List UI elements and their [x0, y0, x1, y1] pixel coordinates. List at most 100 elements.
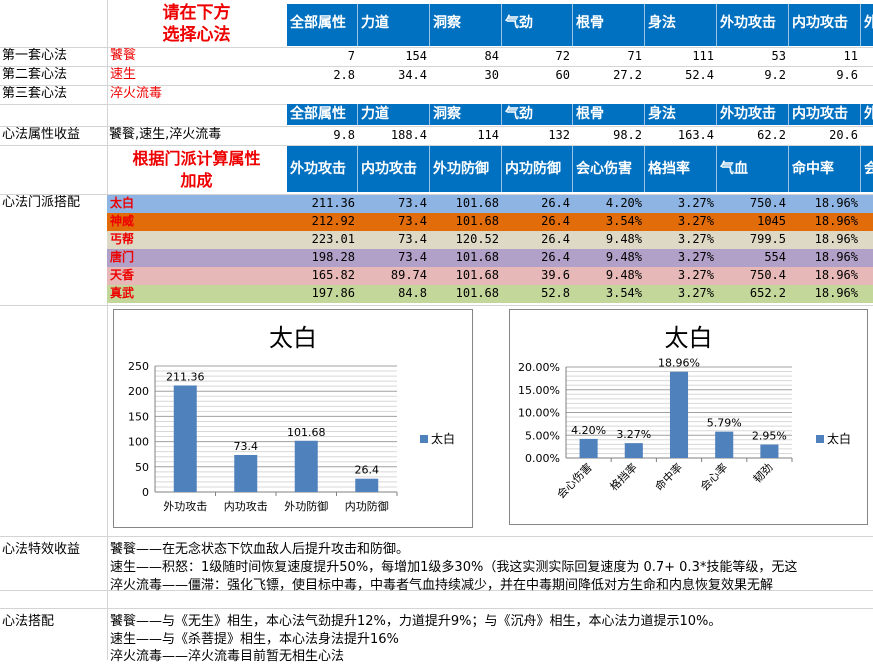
column-header: 内功攻击	[789, 4, 861, 46]
sect-value: 84.8	[398, 286, 427, 300]
set-label: 第一套心法	[2, 48, 68, 63]
data-label: 5.79%	[707, 417, 742, 430]
x-tick-label: 外功攻击	[163, 499, 207, 513]
set-value: 9.2	[764, 68, 786, 82]
sect-value: 18.96%	[814, 214, 858, 228]
sect-value: 52.8	[541, 286, 570, 300]
data-label: 26.4	[355, 464, 380, 477]
pairing-line-3: 淬火流毒——淬火流毒目前暂无相生心法	[110, 649, 345, 664]
x-tick-label: 内功防御	[345, 499, 389, 513]
legend-swatch-icon	[420, 435, 428, 443]
set-value: 84	[484, 49, 499, 63]
sect-value: 750.4	[749, 196, 786, 210]
sect-value: 101.68	[455, 214, 499, 228]
calc-column-header: 格挡率	[645, 146, 717, 192]
column-header: 全部属性	[287, 4, 358, 46]
sect-value: 18.96%	[814, 286, 858, 300]
set-label: 第三套心法	[2, 86, 68, 101]
set-value: 27.2	[613, 68, 642, 82]
sect-name: 神威	[110, 214, 135, 228]
sect-value: 1045	[757, 214, 786, 228]
sect-value: 9.48%	[605, 232, 642, 246]
legend-swatch-icon	[816, 435, 824, 443]
set-name-select[interactable]: 速生	[110, 67, 137, 82]
sect-value: 18.96%	[814, 250, 858, 264]
x-tick-label: 会心伤害	[554, 460, 595, 501]
column-header: 根骨	[573, 4, 645, 46]
set-name-select[interactable]: 饕餮	[110, 48, 137, 63]
sect-value: 165.82	[311, 268, 355, 282]
column-header: 洞察	[430, 104, 502, 125]
total-value: 188.4	[390, 128, 427, 142]
sect-value: 211.36	[311, 196, 355, 210]
sect-value: 4.20%	[605, 196, 642, 210]
sect-value: 3.27%	[677, 250, 714, 264]
column-header: 外	[861, 4, 873, 46]
sect-value: 39.6	[541, 268, 570, 282]
sect-row	[107, 267, 873, 285]
column-header: 洞察	[430, 4, 502, 46]
column-header: 力道	[358, 4, 430, 46]
total-value: 98.2	[613, 128, 642, 142]
sect-value: 26.4	[541, 232, 570, 246]
sect-value: 18.96%	[814, 232, 858, 246]
chart-rates[interactable]: 太白 0.00% 5.00% 10.00% 15.00% 20.00% 4.20% 会心伤害…	[509, 309, 868, 525]
sect-value: 3.54%	[605, 214, 642, 228]
x-tick-label: 格挡率	[607, 460, 640, 493]
chart2-legend-label: 太白	[827, 432, 852, 446]
sect-name: 丐帮	[110, 232, 135, 246]
calc-title-line-1: 根据门派计算属性	[132, 149, 261, 168]
set-value: 11	[843, 49, 858, 63]
sect-value: 3.27%	[677, 214, 714, 228]
set-value: 53	[771, 49, 786, 63]
calc-column-header: 会心伤害	[573, 146, 645, 192]
y-tick-label: 100	[128, 436, 149, 449]
data-label: 2.95%	[752, 430, 787, 443]
set-value: 111	[692, 49, 714, 63]
total-value: 163.4	[677, 128, 714, 142]
sect-value: 73.4	[398, 214, 427, 228]
bar	[715, 431, 734, 458]
chart-attack-defense[interactable]: 太白 0 50 100 150 200 250 211.36 外功攻击 73.4 内功攻击 101.…	[113, 309, 473, 528]
column-header: 身法	[645, 104, 717, 125]
instruction-text: 请在下方 选择心法	[108, 2, 285, 46]
data-label: 4.20%	[571, 424, 606, 437]
sect-value: 101.68	[455, 250, 499, 264]
data-label: 211.36	[166, 370, 205, 383]
set-value: 30	[484, 68, 499, 82]
chart1-legend: 太白	[420, 430, 455, 447]
calc-column-header: 气血	[717, 146, 789, 192]
set-name-select[interactable]: 淬火流毒	[110, 86, 163, 101]
calc-column-header: 命中率	[789, 146, 861, 192]
sect-value: 73.4	[398, 232, 427, 246]
x-tick-label: 韧劲	[751, 461, 776, 486]
y-tick-label: 0	[142, 486, 149, 499]
set-value: 7	[347, 49, 355, 63]
data-label: 73.4	[234, 440, 259, 453]
chart2-plot: 0.00% 5.00% 10.00% 15.00% 20.00% 4.20% 会心伤害 3.2…	[518, 357, 793, 501]
sect-value: 223.01	[311, 232, 355, 246]
total-value: 20.6	[829, 128, 858, 142]
sect-value: 3.27%	[677, 268, 714, 282]
column-header: 根骨	[573, 104, 645, 125]
column-header: 全部属性	[287, 104, 358, 125]
column-header: 气劲	[502, 4, 573, 46]
sect-value: 73.4	[398, 196, 427, 210]
sect-value: 3.27%	[677, 286, 714, 300]
sect-value: 198.28	[311, 250, 355, 264]
effect-line-1: 饕餮——在无念状态下饮血敌人后提升攻击和防御。	[110, 542, 410, 557]
x-tick-label: 内功攻击	[224, 499, 268, 513]
sect-value: 3.27%	[677, 196, 714, 210]
instruction-line-2: 选择心法	[162, 25, 231, 45]
instruction-line-1: 请在下方	[162, 3, 231, 23]
sect-value: 89.74	[390, 268, 427, 282]
sect-value: 750.4	[749, 268, 786, 282]
y-tick-label: 50	[135, 461, 149, 474]
sect-value: 652.2	[749, 286, 786, 300]
set-value: 34.4	[398, 68, 427, 82]
sect-value: 3.27%	[677, 232, 714, 246]
set-value: 52.4	[685, 68, 714, 82]
set-value: 72	[555, 49, 570, 63]
total-label: 心法属性收益	[2, 127, 81, 142]
sect-value: 197.86	[311, 286, 355, 300]
